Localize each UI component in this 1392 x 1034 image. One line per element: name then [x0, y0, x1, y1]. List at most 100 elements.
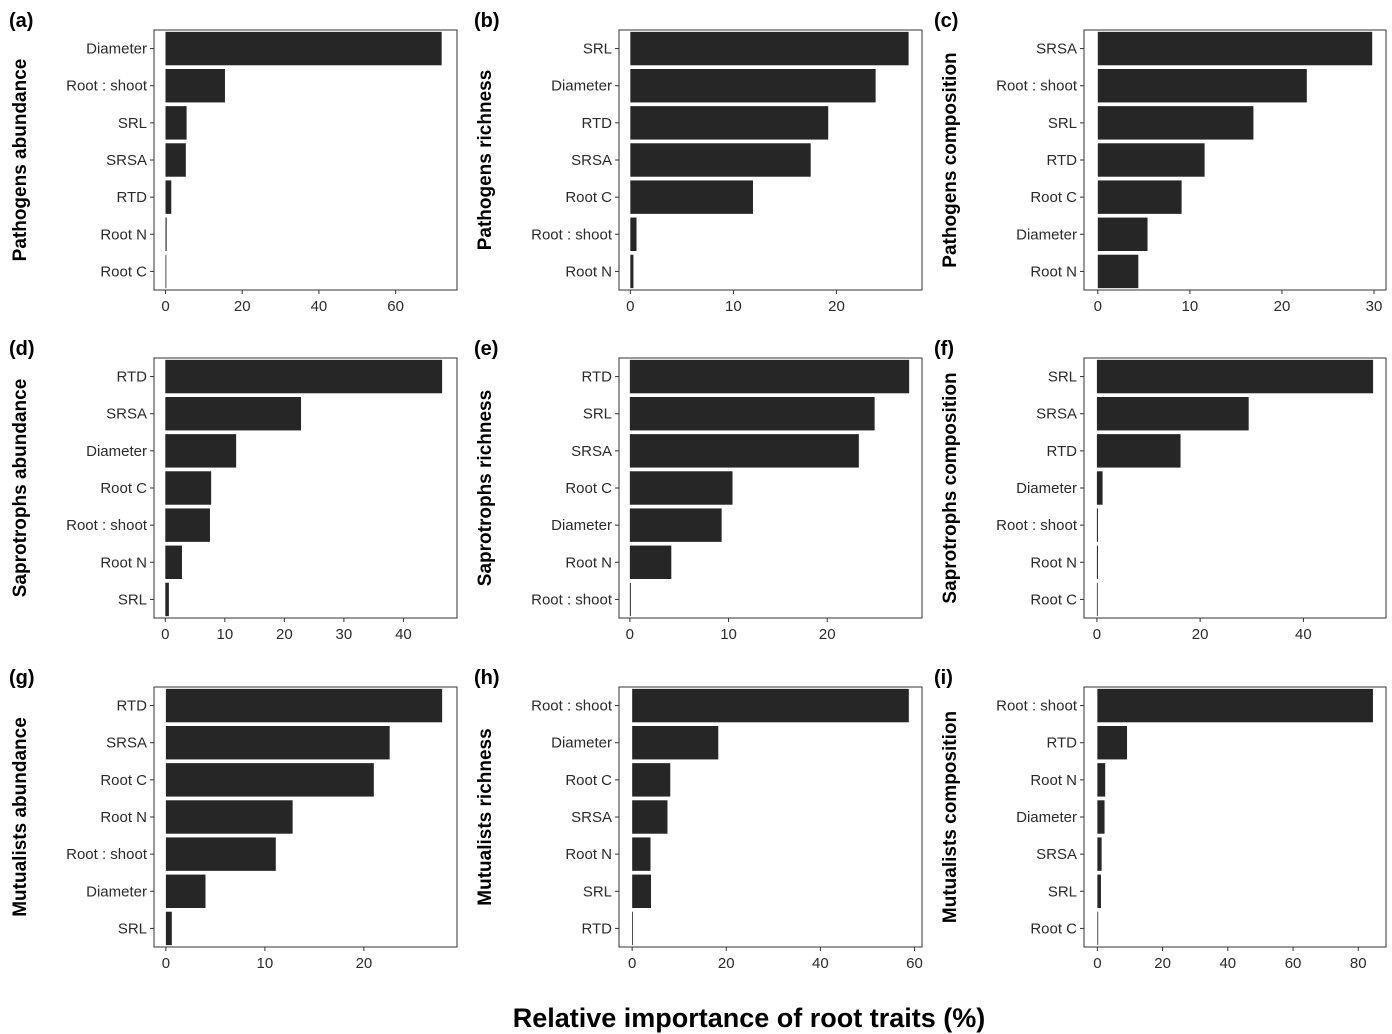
bar: [1097, 69, 1307, 103]
bar: [165, 874, 206, 908]
y-axis-title: Pathogens abundance: [10, 59, 31, 262]
bar: [1096, 397, 1249, 431]
category-label: SRSA: [106, 152, 147, 169]
category-label: Root : shoot: [996, 698, 1078, 715]
x-tick-label: 40: [1295, 626, 1312, 643]
bar: [629, 359, 910, 394]
panel-tag: (i): [934, 667, 953, 689]
category-label: Root C: [565, 480, 612, 497]
category-label: Root C: [100, 480, 147, 497]
panel-d: (d) Saprotrophs abundance RTD SRSA Diameter R…: [9, 338, 458, 643]
panel-tag: (c): [934, 10, 958, 32]
bar: [1097, 911, 1099, 946]
bar: [165, 180, 172, 214]
category-label: Root C: [100, 772, 147, 789]
bar: [1096, 582, 1098, 617]
category-label: SRSA: [1036, 406, 1077, 423]
category-label: Root C: [1030, 920, 1077, 937]
bar: [165, 143, 186, 177]
category-label: Diameter: [86, 883, 147, 900]
bar: [629, 508, 722, 542]
panel-tag: (g): [9, 667, 35, 689]
bar: [165, 434, 237, 468]
panel-tag: (e): [474, 338, 498, 360]
category-label: RTD: [1046, 152, 1077, 169]
bar: [1096, 508, 1098, 542]
category-label: Root : shoot: [996, 78, 1078, 95]
x-tick-label: 20: [1154, 955, 1171, 972]
x-tick-label: 10: [257, 955, 274, 972]
category-label: Diameter: [1016, 480, 1077, 497]
category-label: SRL: [118, 115, 147, 132]
panel-tag: (h): [474, 667, 500, 689]
x-tick-label: 20: [1274, 298, 1291, 315]
category-label: Diameter: [86, 443, 147, 460]
category-label: Root : shoot: [531, 591, 613, 608]
category-label: SRSA: [571, 809, 612, 826]
panel-c: (c) Pathogens composition SRSA Root : shoot…: [934, 10, 1387, 315]
panel-frame: [1083, 29, 1387, 291]
bar: [165, 837, 276, 871]
panels: (a) Pathogens abundance Diameter Root : sho…: [9, 10, 1387, 972]
category-label: Root : shoot: [66, 517, 148, 534]
x-tick-label: 0: [628, 955, 636, 972]
category-label: Root C: [565, 189, 612, 206]
bar: [165, 397, 302, 431]
x-tick-label: 40: [812, 955, 829, 972]
category-label: Diameter: [1016, 809, 1077, 826]
y-axis-title: Mutualists richness: [475, 728, 496, 905]
bar: [165, 471, 212, 505]
x-tick-label: 30: [336, 626, 353, 643]
bar: [630, 143, 811, 177]
category-label: SRSA: [571, 443, 612, 460]
x-tick-label: 20: [718, 955, 735, 972]
x-tick-label: 10: [216, 626, 233, 643]
category-label: SRL: [118, 591, 147, 608]
bar: [165, 359, 443, 394]
bar: [630, 254, 634, 289]
bar: [1097, 180, 1182, 214]
bar: [1097, 254, 1139, 289]
panel-frame: [618, 357, 923, 619]
bar: [1096, 471, 1103, 505]
bar: [629, 434, 859, 468]
category-label: RTD: [581, 369, 612, 386]
x-tick-label: 0: [626, 298, 634, 315]
panel-tag: (f): [934, 338, 954, 360]
category-label: SRSA: [106, 406, 147, 423]
bar: [632, 837, 651, 871]
bar: [632, 726, 719, 760]
category-label: Root C: [565, 772, 612, 789]
category-label: SRSA: [106, 735, 147, 752]
bar: [630, 217, 637, 251]
bar: [1097, 106, 1254, 140]
x-tick-label: 20: [234, 298, 251, 315]
x-tick-label: 20: [276, 626, 293, 643]
x-tick-label: 60: [387, 298, 404, 315]
category-label: SRL: [583, 406, 612, 423]
category-label: Root : shoot: [66, 78, 148, 95]
bar: [165, 31, 442, 66]
category-label: Root : shoot: [531, 226, 613, 243]
bar: [1097, 763, 1106, 797]
bar: [165, 763, 374, 797]
panel-g: (g) Mutualists abundance RTD SRSA Root C Root…: [9, 667, 458, 972]
bar: [165, 911, 172, 946]
category-label: SRL: [583, 41, 612, 58]
bar: [629, 545, 672, 579]
bar: [1096, 434, 1181, 468]
bar: [1097, 800, 1105, 834]
x-tick-label: 0: [161, 626, 169, 643]
figure-x-axis-title: Relative importance of root traits (%): [513, 1003, 986, 1033]
category-label: Diameter: [551, 78, 612, 95]
y-axis-title: Saprotrophs abundance: [10, 379, 31, 598]
x-tick-label: 0: [162, 955, 170, 972]
bar: [165, 508, 210, 542]
category-label: Root : shoot: [66, 846, 148, 863]
bar: [165, 545, 182, 579]
category-label: Root C: [1030, 189, 1077, 206]
x-tick-label: 30: [1366, 298, 1383, 315]
y-axis-title: Mutualists composition: [940, 711, 961, 923]
category-label: SRSA: [571, 152, 612, 169]
category-label: Root N: [100, 226, 147, 243]
